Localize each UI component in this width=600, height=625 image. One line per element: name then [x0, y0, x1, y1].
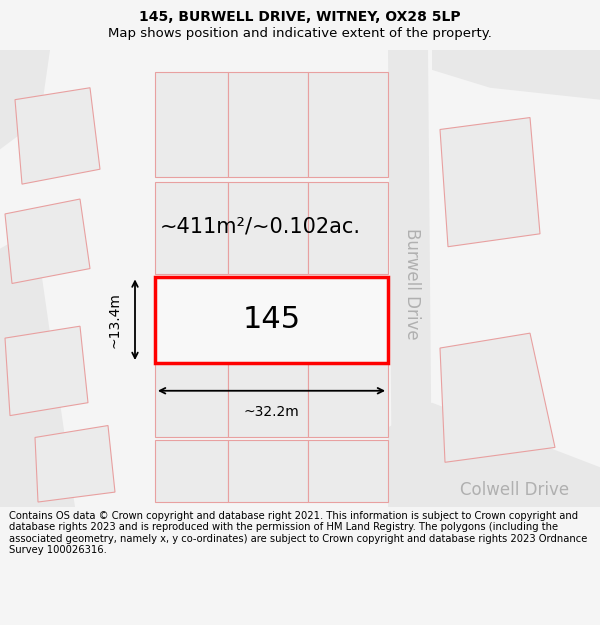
Bar [155, 72, 228, 177]
Polygon shape [388, 50, 432, 507]
Polygon shape [432, 50, 600, 99]
Text: ~32.2m: ~32.2m [244, 404, 299, 419]
Text: ~13.4m: ~13.4m [107, 292, 121, 348]
Bar [308, 276, 388, 358]
Bar [155, 441, 228, 502]
Text: 145: 145 [242, 305, 301, 334]
Bar [228, 441, 308, 502]
Polygon shape [5, 199, 90, 284]
Bar [228, 182, 308, 274]
Text: Map shows position and indicative extent of the property.: Map shows position and indicative extent… [108, 27, 492, 40]
Text: Burwell Drive: Burwell Drive [403, 228, 421, 339]
Polygon shape [35, 426, 115, 502]
Text: ~411m²/~0.102ac.: ~411m²/~0.102ac. [160, 217, 361, 237]
Bar [228, 276, 308, 358]
Bar [155, 361, 228, 438]
Polygon shape [0, 229, 75, 507]
Bar [308, 72, 388, 177]
Polygon shape [15, 88, 100, 184]
Polygon shape [440, 118, 540, 247]
Bar [308, 182, 388, 274]
Bar [155, 182, 228, 274]
Bar [155, 276, 228, 358]
Text: Contains OS data © Crown copyright and database right 2021. This information is : Contains OS data © Crown copyright and d… [9, 511, 587, 556]
Bar [228, 361, 308, 438]
Polygon shape [388, 402, 600, 507]
Bar [308, 441, 388, 502]
Polygon shape [5, 326, 88, 416]
Polygon shape [0, 50, 50, 149]
Bar [155, 276, 388, 363]
Text: Colwell Drive: Colwell Drive [460, 481, 569, 499]
Text: 145, BURWELL DRIVE, WITNEY, OX28 5LP: 145, BURWELL DRIVE, WITNEY, OX28 5LP [139, 10, 461, 24]
Polygon shape [440, 333, 555, 462]
Bar [228, 72, 308, 177]
Bar [308, 361, 388, 438]
